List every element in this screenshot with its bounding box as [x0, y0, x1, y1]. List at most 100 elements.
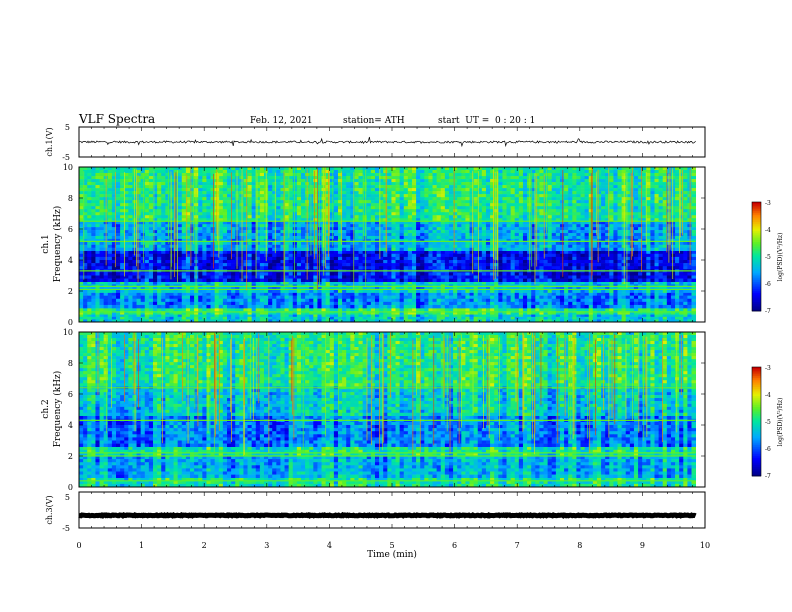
spectrogram-cell: [622, 302, 627, 305]
spectrogram-cell: [412, 230, 417, 233]
spectrogram-cell: [387, 299, 392, 302]
spectrogram-cell: [638, 227, 643, 230]
spectrogram-cell: [95, 314, 100, 317]
spectrogram-cell: [252, 293, 257, 296]
spectrogram-cell: [272, 251, 277, 254]
spectrogram-cell: [87, 302, 92, 305]
spectrogram-cell: [338, 254, 343, 257]
spectrogram-cell: [449, 266, 454, 269]
spectrogram-cell: [671, 299, 676, 302]
spectrogram-cell: [387, 254, 392, 257]
spectrogram-cell: [535, 308, 540, 311]
spectrogram-cell: [285, 308, 290, 311]
spectrogram-cell: [461, 299, 466, 302]
spectrogram-cell: [272, 299, 277, 302]
spectrogram-cell: [609, 299, 614, 302]
spectrogram-cell: [293, 290, 298, 293]
spectrogram-cell: [572, 299, 577, 302]
spectrogram-cell: [523, 293, 528, 296]
spectrogram-cell: [198, 263, 203, 266]
spectrogram-cell: [276, 260, 281, 263]
spectrogram-cell: [186, 272, 191, 275]
spectrogram-cell: [679, 257, 684, 260]
spectrogram-cell: [441, 266, 446, 269]
spectrogram-cell: [169, 314, 174, 317]
spectrogram-cell: [498, 257, 503, 260]
spectrogram-cell: [243, 263, 248, 266]
spectrogram-cell: [367, 305, 372, 308]
spectrogram-cell: [91, 279, 96, 282]
spectrogram-cell: [416, 266, 421, 269]
spectrogram-cell: [149, 305, 154, 308]
spectrogram-cell: [190, 272, 195, 275]
spectrogram-cell: [354, 260, 359, 263]
spectrogram-cell: [91, 296, 96, 299]
spectrogram-cell: [235, 257, 240, 260]
spectrogram-cell: [309, 290, 314, 293]
spectrogram-cell: [667, 314, 672, 317]
spectrogram-cell: [165, 279, 170, 282]
spectrogram-cell: [646, 308, 651, 311]
spectrogram-cell: [211, 224, 216, 227]
chart-title: VLF Spectra: [78, 112, 155, 126]
spectrogram-cell: [186, 276, 191, 279]
spectrogram-cell: [613, 279, 618, 282]
spectrogram-cell: [675, 266, 680, 269]
spectrogram-cell: [424, 296, 429, 299]
spectrogram-cell: [379, 279, 384, 282]
spectrogram-cell: [104, 317, 109, 320]
spectrogram-cell: [342, 290, 347, 293]
spectrogram-cell: [338, 305, 343, 308]
spectrogram-cell: [630, 314, 635, 317]
spectrogram-cell: [338, 302, 343, 305]
spectrogram-cell: [367, 224, 372, 227]
spectrogram-cell: [272, 254, 277, 257]
spectrogram-cell: [404, 251, 409, 254]
spectrogram-cell: [404, 308, 409, 311]
spectrogram-cell: [338, 230, 343, 233]
spectrogram-cell: [367, 233, 372, 236]
spectrogram-cell: [276, 276, 281, 279]
spectrogram-cell: [667, 305, 672, 308]
spectrogram-cell: [313, 317, 318, 320]
spectrogram-cell: [371, 276, 376, 279]
spectrogram-cell: [687, 260, 692, 263]
spectrogram-cell: [248, 279, 253, 282]
spectrogram-cell: [297, 233, 302, 236]
spectrogram-cell: [572, 302, 577, 305]
spectrogram-cell: [605, 302, 610, 305]
spectrogram-cell: [326, 263, 331, 266]
spectrogram-cell: [539, 276, 544, 279]
spectrogram-cell: [655, 314, 660, 317]
spectrogram-cell: [507, 293, 512, 296]
spectrogram-cell: [502, 263, 507, 266]
spectrogram-cell: [626, 276, 631, 279]
spectrogram-cell: [445, 279, 450, 282]
spectrogram-cell: [424, 266, 429, 269]
spectrogram-cell: [132, 276, 137, 279]
spectrogram-cell: [424, 257, 429, 260]
spectrogram-cell: [317, 293, 322, 296]
spectrogram-cell: [605, 308, 610, 311]
spectrogram-cell: [367, 272, 372, 275]
spectrogram-cell: [465, 299, 470, 302]
spectrogram-cell: [227, 263, 232, 266]
spectrogram-cell: [252, 290, 257, 293]
spectrogram-cell: [354, 299, 359, 302]
spectrogram-cell: [626, 257, 631, 260]
spectrogram-cell: [91, 227, 96, 230]
spectrogram-cell: [383, 305, 388, 308]
spectrogram-cell: [638, 308, 643, 311]
spectrogram-cell: [252, 266, 257, 269]
spectrogram-cell: [391, 290, 396, 293]
spectrogram-cell: [634, 227, 639, 230]
spectrogram-cell: [248, 260, 253, 263]
spectrogram-cell: [412, 254, 417, 257]
spectrogram-cell: [120, 299, 125, 302]
spectrogram-cell: [618, 254, 623, 257]
spectrogram-cell: [560, 257, 565, 260]
spectrogram-cell: [659, 276, 664, 279]
spectrogram-cell: [683, 272, 688, 275]
spectrogram-cell: [527, 317, 532, 320]
spectrogram-cell: [498, 302, 503, 305]
